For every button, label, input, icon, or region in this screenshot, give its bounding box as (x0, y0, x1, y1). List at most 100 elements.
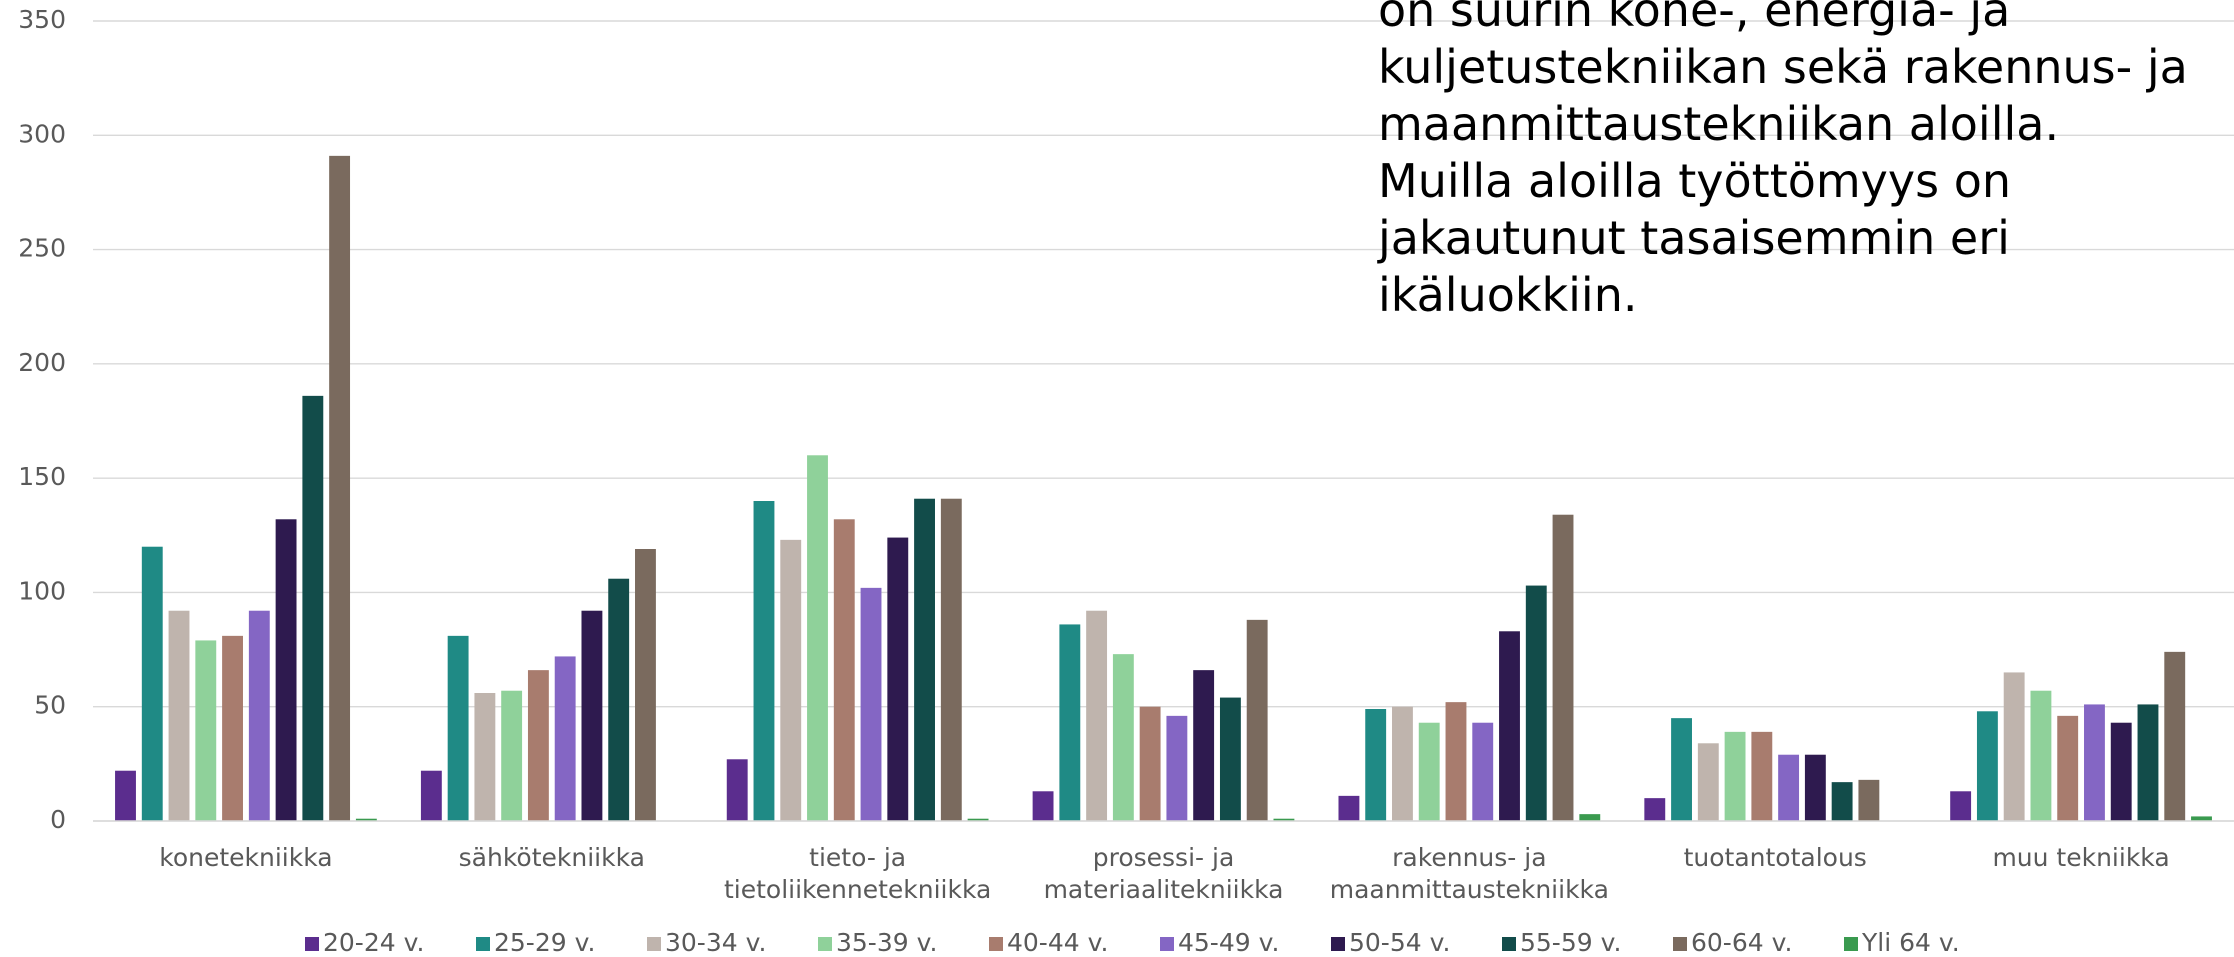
bar (2110, 722, 2132, 821)
bar (1804, 754, 1826, 821)
bar (1365, 709, 1387, 821)
bar (967, 818, 989, 821)
bar (2191, 816, 2212, 821)
bar (807, 455, 828, 821)
bar (1751, 731, 1773, 821)
bar (1273, 818, 1295, 821)
bar (2030, 690, 2052, 821)
bar (780, 539, 802, 821)
y-tick-label: 250 (18, 234, 66, 263)
y-tick-label: 0 (50, 805, 66, 834)
annotation: on suurin kone-, energia- ja kuljetustek… (1378, 0, 2188, 322)
bar (447, 635, 469, 821)
y-tick-label: 300 (18, 119, 66, 148)
bar (2164, 651, 2186, 821)
bar (2084, 704, 2105, 821)
legend-swatch (989, 937, 1003, 951)
bar (2003, 672, 2025, 821)
bar (726, 759, 748, 821)
bar (1644, 798, 1666, 821)
y-tick-label: 350 (18, 5, 66, 34)
bar (1086, 610, 1108, 821)
y-tick-label: 200 (18, 348, 66, 377)
bar (168, 610, 190, 821)
legend-swatch (1331, 937, 1345, 951)
bar (2137, 704, 2159, 821)
legend-swatch (1844, 937, 1858, 951)
legend-label: 20-24 v. (323, 928, 424, 957)
bar (1219, 697, 1241, 821)
bar (608, 578, 630, 821)
bar (1193, 670, 1215, 821)
bar (275, 519, 297, 821)
bar (887, 537, 909, 821)
x-tick-label: konetekniikka (159, 843, 333, 872)
bar (833, 519, 855, 821)
y-tick-label: 50 (34, 691, 66, 720)
bar (1032, 791, 1054, 821)
legend-swatch (1502, 937, 1516, 951)
bar (1499, 631, 1520, 821)
x-tick-label: prosessi- ja materiaalitekniikka (1043, 843, 1284, 904)
bar (302, 395, 324, 821)
bar (329, 155, 351, 821)
bar (1418, 722, 1440, 821)
bar (581, 610, 603, 821)
x-tick-label: tieto- ja tietoliikennetekniikka (723, 843, 992, 904)
bar (141, 546, 163, 821)
legend-label: 55-59 v. (1520, 928, 1621, 957)
bar (115, 770, 136, 821)
legend-label: 60-64 v. (1691, 928, 1792, 957)
bar (2057, 715, 2079, 821)
bar (527, 670, 549, 821)
bar (860, 587, 882, 821)
bar (1778, 754, 1800, 821)
bar (1579, 814, 1601, 821)
legend-swatch (1673, 937, 1687, 951)
bar (355, 818, 377, 821)
legend-label: 30-34 v. (665, 928, 766, 957)
bar (1976, 711, 1998, 821)
bar (1139, 706, 1161, 821)
bar (635, 549, 656, 821)
bar (1246, 619, 1268, 821)
bar (1858, 779, 1880, 821)
bar (420, 770, 442, 821)
legend-label: Yli 64 v. (1861, 928, 1960, 957)
x-tick-label: tuotantotalous (1683, 843, 1867, 872)
bar (474, 693, 496, 821)
bar (554, 656, 576, 821)
bar (1472, 722, 1494, 821)
bar (914, 498, 935, 821)
bar (753, 501, 775, 821)
bar (1724, 731, 1746, 821)
bar (1697, 743, 1719, 821)
bar (248, 610, 270, 821)
bar (940, 498, 962, 821)
bar (1059, 624, 1081, 821)
legend-swatch (818, 937, 832, 951)
legend-label: 40-44 v. (1007, 928, 1108, 957)
bar (1445, 702, 1467, 821)
bar (1950, 791, 1972, 821)
legend-label: 35-39 v. (836, 928, 937, 957)
bar (1525, 585, 1547, 821)
bar (1112, 654, 1134, 821)
legend-swatch (647, 937, 661, 951)
x-tick-label: rakennus- ja maanmittaustekniikka (1329, 843, 1609, 904)
bar (1338, 795, 1360, 821)
legend-label: 50-54 v. (1349, 928, 1450, 957)
bar (195, 640, 217, 821)
bar (1166, 715, 1188, 821)
bar (1392, 706, 1413, 821)
legend-swatch (305, 937, 319, 951)
bar (1831, 782, 1853, 821)
x-tick-label: sähkötekniikka (458, 843, 645, 872)
bar (501, 690, 523, 821)
legend-swatch (476, 937, 490, 951)
bar (222, 635, 243, 821)
legend-label: 25-29 v. (494, 928, 595, 957)
bar (1552, 514, 1574, 821)
